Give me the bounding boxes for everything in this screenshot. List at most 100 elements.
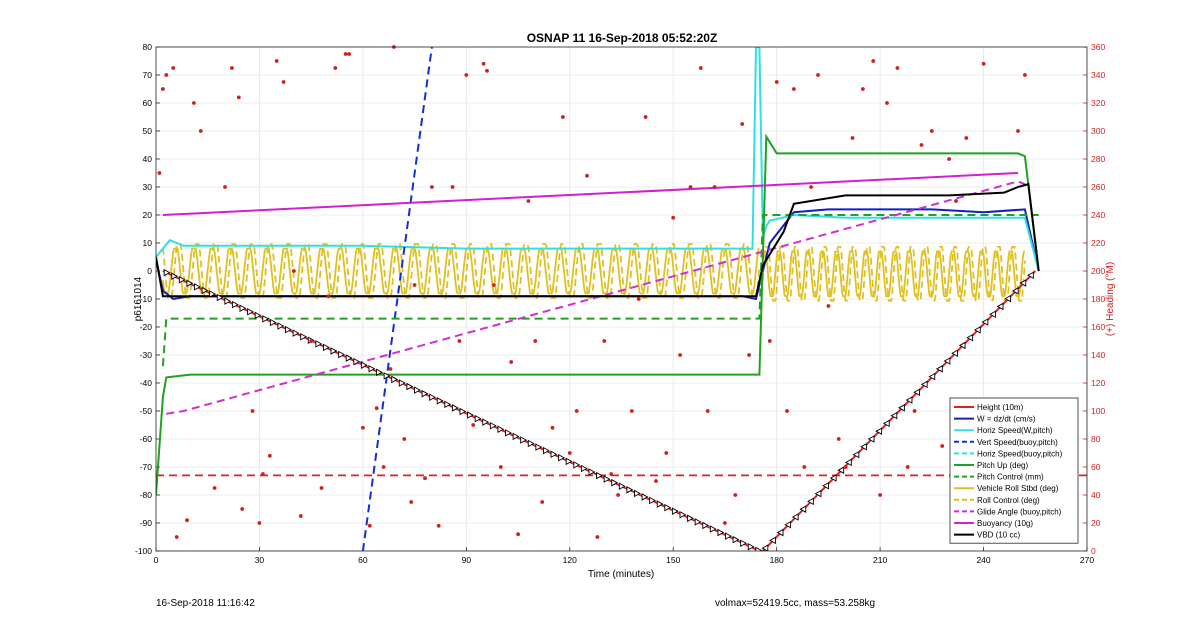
heading-points — [157, 45, 1027, 539]
heading-point — [498, 465, 503, 469]
y-right-tick-label: 340 — [1091, 70, 1105, 80]
height-marker — [747, 543, 755, 551]
heading-point — [664, 451, 669, 455]
heading-point — [767, 339, 772, 343]
heading-point — [412, 283, 417, 287]
height-marker — [573, 461, 581, 469]
height-marker — [755, 546, 763, 551]
height-marker — [890, 411, 898, 420]
y-right-tick-label: 0 — [1091, 546, 1096, 556]
height-marker — [958, 341, 966, 350]
height-marker — [239, 304, 247, 312]
height-marker — [611, 478, 619, 487]
height-marker — [186, 279, 194, 288]
height-marker — [761, 544, 769, 551]
heading-point — [261, 472, 265, 476]
height-marker — [814, 489, 822, 498]
height-marker — [1011, 287, 1019, 295]
legend-box — [949, 397, 1079, 544]
y-axis-right-label: (+) Heading (°M) — [1105, 262, 1116, 336]
heading-point — [712, 185, 717, 189]
legend-label: Vehicle Roll Stbd (deg) — [977, 484, 1059, 493]
height-marker — [634, 489, 641, 498]
height-marker — [194, 283, 201, 291]
height-marker — [224, 297, 232, 305]
series-line — [361, 47, 433, 551]
height-marker — [444, 400, 452, 409]
heading-point — [436, 523, 441, 528]
plot-frame — [155, 46, 1088, 552]
heading-point — [705, 409, 710, 413]
x-tick-label: 210 — [873, 555, 887, 565]
height-marker — [512, 432, 520, 441]
legend-label: Pitch Control (mm) — [977, 473, 1044, 482]
height-marker — [360, 361, 368, 369]
heading-point — [171, 66, 176, 70]
height-marker — [981, 318, 989, 326]
y-tick-label: 0 — [147, 266, 152, 276]
series-line — [156, 133, 1040, 496]
heading-point — [185, 518, 189, 523]
heading-point — [192, 101, 196, 105]
height-marker — [732, 535, 740, 544]
heading-point — [885, 101, 889, 105]
heading-point — [326, 294, 331, 299]
heading-point — [464, 73, 469, 77]
heading-point — [250, 409, 255, 413]
height-marker — [664, 503, 672, 512]
heading-point — [843, 465, 848, 469]
heading-point — [595, 535, 600, 539]
heading-point — [905, 465, 910, 469]
heading-point — [826, 304, 831, 308]
height-marker — [520, 436, 528, 444]
series-layer — [156, 47, 1087, 551]
y-right-tick-label: 120 — [1091, 378, 1105, 388]
footer-timestamp: 16-Sep-2018 11:16:42 — [156, 598, 255, 609]
heading-point — [161, 87, 165, 91]
x-tick-label: 30 — [255, 555, 265, 565]
y-tick-label: 50 — [143, 126, 153, 136]
height-marker — [791, 513, 799, 521]
series-roll-control — [162, 243, 761, 299]
heading-point — [267, 453, 272, 458]
x-tick-label: 180 — [770, 555, 784, 565]
height-marker — [376, 368, 383, 377]
heading-point — [981, 61, 986, 66]
series-line — [162, 172, 1019, 216]
legend-label: Vert Speed(buoy,pitch) — [977, 438, 1058, 447]
heading-point — [567, 451, 572, 455]
height-marker — [867, 435, 875, 443]
height-marker — [300, 332, 308, 341]
heading-point — [940, 444, 945, 448]
height-marker — [209, 290, 216, 298]
y-tick-label: -80 — [140, 490, 153, 500]
x-tick-label: 60 — [358, 555, 368, 565]
height-marker — [406, 382, 414, 391]
series-line — [156, 47, 1040, 272]
heading-point — [516, 532, 520, 537]
heading-point — [526, 199, 531, 203]
y-right-tick-label: 220 — [1091, 238, 1105, 248]
heading-point — [457, 339, 462, 343]
heading-point — [616, 493, 620, 497]
series-vehicle-roll — [162, 247, 760, 295]
y-right-tick-label: 140 — [1091, 350, 1105, 360]
height-marker — [928, 372, 936, 381]
y-tick-label: -60 — [140, 434, 153, 444]
legend-label: Buoyancy (10g) — [977, 519, 1033, 528]
heading-point — [230, 66, 234, 70]
heading-point — [792, 87, 796, 91]
chart-title: OSNAP 11 16-Sep-2018 05:52:20Z — [527, 31, 718, 45]
height-marker — [943, 357, 951, 365]
heading-point — [223, 185, 227, 189]
y-right-tick-label: 20 — [1091, 518, 1101, 528]
y-tick-label: 10 — [143, 238, 153, 248]
height-marker — [580, 464, 588, 473]
axis-ticks: 0 30 60 90 120 150 180 210 240 270-100-90-80-70-6… — [135, 42, 1105, 565]
heading-point — [609, 472, 614, 476]
height-marker — [467, 411, 474, 419]
height-marker — [262, 315, 270, 323]
series-line — [161, 214, 1039, 367]
heading-point — [319, 486, 324, 490]
heading-point — [919, 143, 924, 147]
